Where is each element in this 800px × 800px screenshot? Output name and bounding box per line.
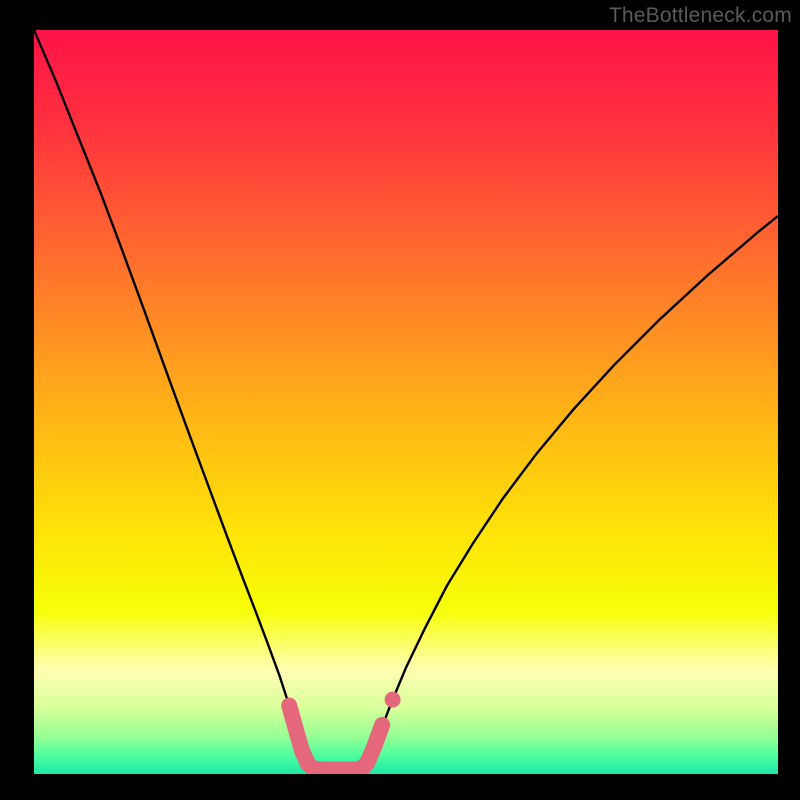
- plot-area: [34, 30, 778, 774]
- gradient-background: [34, 30, 778, 774]
- chart-container: TheBottleneck.com: [0, 0, 800, 800]
- chart-svg: [34, 30, 778, 774]
- highlight-dot: [385, 692, 401, 708]
- watermark-text: TheBottleneck.com: [609, 4, 792, 28]
